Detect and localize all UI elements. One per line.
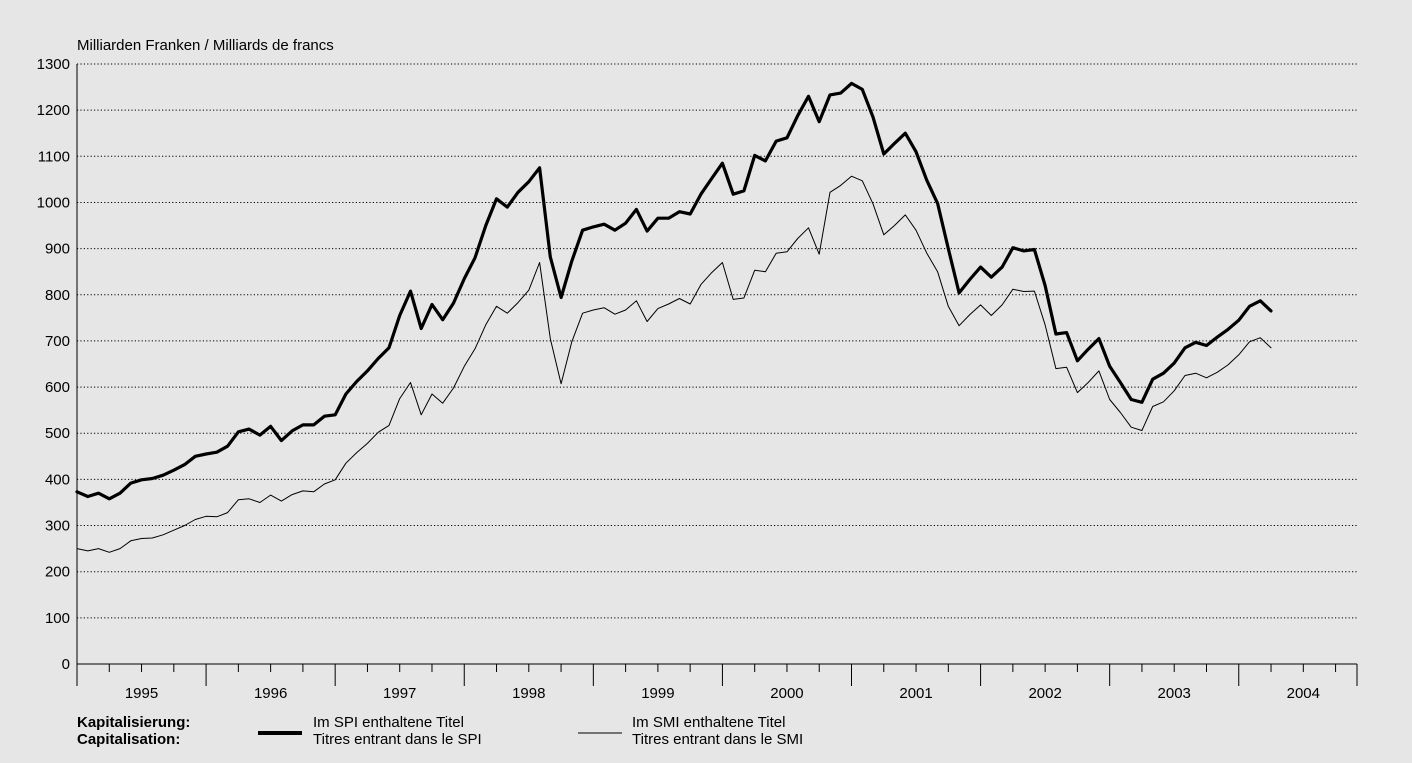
series-line-smi — [76, 175, 1272, 553]
y-tick-label: 100 — [45, 610, 70, 627]
legend-label-smi-de: Im SMI enthaltene Titel — [632, 714, 785, 731]
y-tick-label: 1300 — [37, 56, 70, 73]
x-tick-label: 2002 — [1028, 685, 1061, 702]
y-axis-title: Milliarden Franken / Milliards de francs — [77, 37, 334, 54]
gridlines — [77, 63, 1357, 619]
legend-title-de: Kapitalisierung: — [77, 714, 190, 731]
x-tick-labels: 1995 1996 1997 1998 1999 2000 2001 2002 2003 2004 — [125, 685, 1320, 702]
y-tick-label: 1100 — [38, 148, 70, 165]
y-tick-label: 300 — [45, 518, 70, 535]
x-tick-label: 1999 — [641, 685, 674, 702]
y-tick-label: 0 — [62, 656, 70, 673]
y-tick-label: 700 — [45, 333, 70, 350]
x-tick-label: 1996 — [254, 685, 287, 702]
y-tick-label: 900 — [45, 241, 70, 258]
y-tick-label: 500 — [45, 425, 70, 442]
y-tick-labels: 0 100 200 300 400 500 600 700 800 900 1000 1100 1200… — [37, 56, 70, 673]
legend: Kapitalisierung: Capitalisation: Im SPI … — [77, 714, 803, 748]
series-line-spi — [75, 81, 1273, 501]
y-tick-label: 800 — [45, 287, 70, 304]
legend-label-spi-fr: Titres entrant dans le SPI — [313, 731, 482, 748]
x-tick-label: 2001 — [899, 685, 932, 702]
y-tick-label: 200 — [45, 564, 70, 581]
legend-label-smi-fr: Titres entrant dans le SMI — [632, 731, 803, 748]
series-layer — [75, 81, 1273, 553]
x-tick-label: 1997 — [383, 685, 416, 702]
y-tick-label: 400 — [45, 471, 70, 488]
x-tick-label: 2003 — [1158, 685, 1191, 702]
legend-label-spi-de: Im SPI enthaltene Titel — [313, 714, 464, 731]
y-tick-label: 600 — [45, 379, 70, 396]
legend-title-fr: Capitalisation: — [77, 731, 180, 748]
x-axis-ticks — [76, 664, 1358, 686]
x-tick-label: 2004 — [1287, 685, 1320, 702]
x-tick-label: 2000 — [770, 685, 803, 702]
x-tick-label: 1998 — [512, 685, 545, 702]
y-tick-label: 1000 — [37, 194, 70, 211]
y-tick-label: 1200 — [37, 102, 70, 119]
x-tick-label: 1995 — [125, 685, 158, 702]
